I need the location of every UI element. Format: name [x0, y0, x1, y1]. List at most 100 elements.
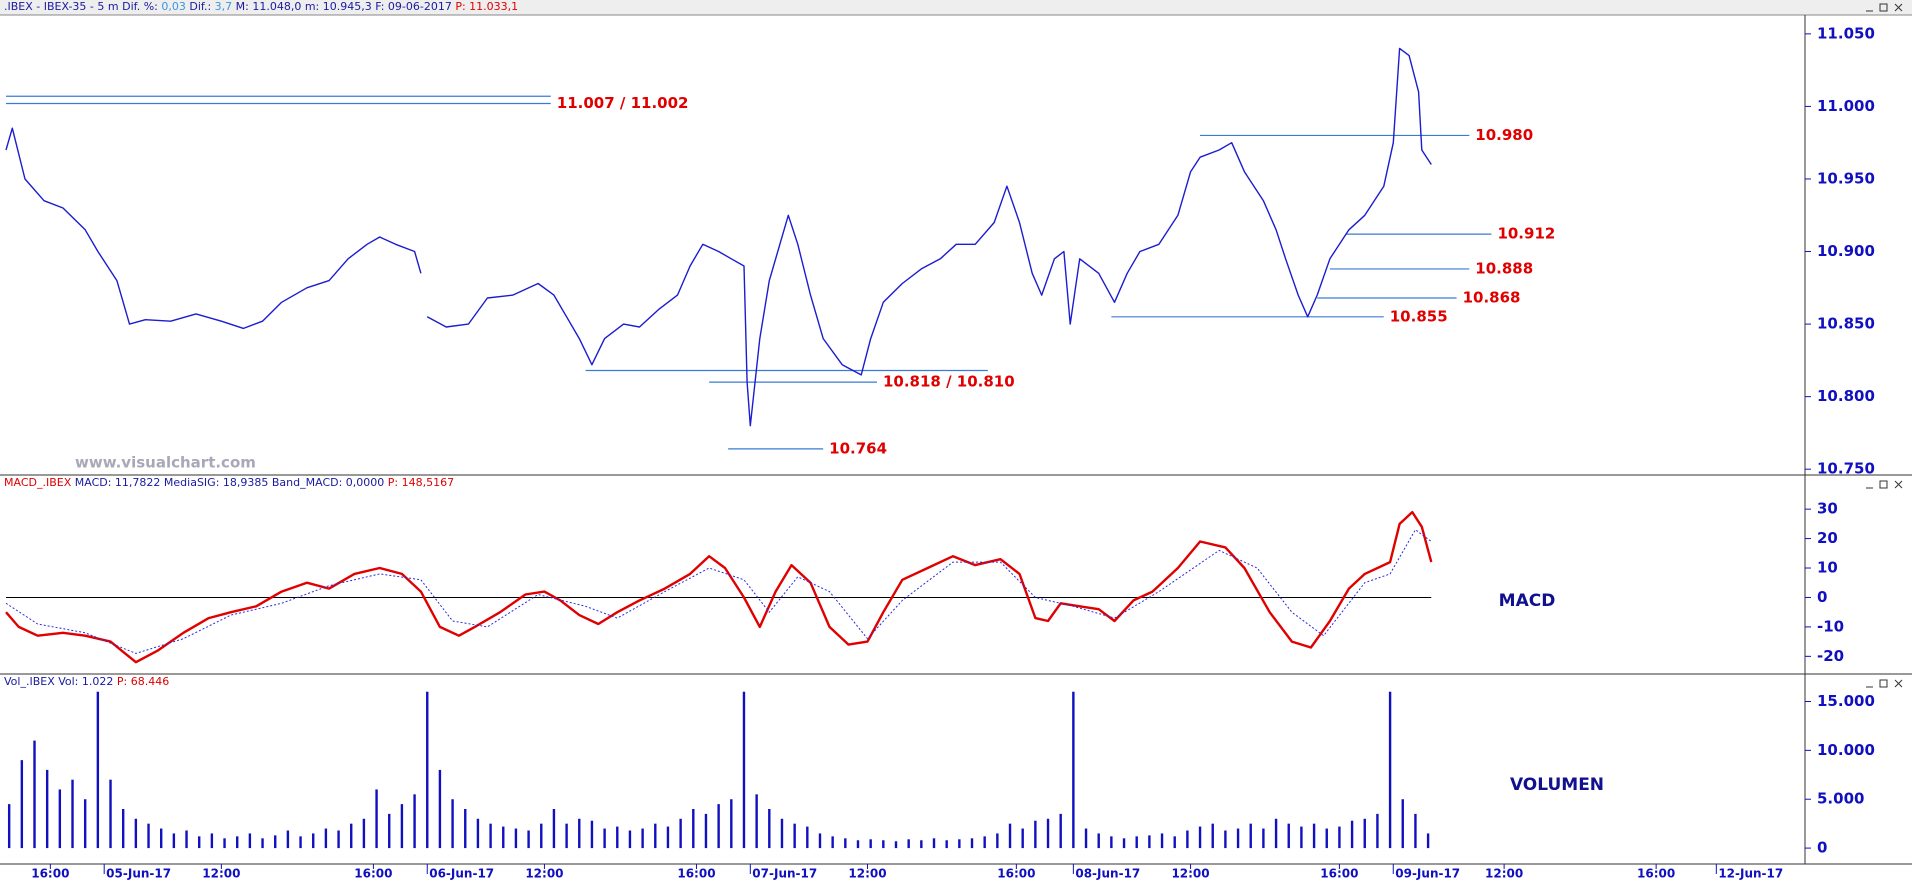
volume-bar — [1249, 823, 1252, 849]
volume-bar — [83, 799, 87, 849]
volume-bar — [920, 840, 923, 849]
volume-bar — [236, 836, 239, 849]
volume-bar — [970, 838, 974, 849]
volume-bar — [755, 794, 758, 849]
maximize[interactable] — [1879, 3, 1888, 12]
volume-bar — [818, 833, 822, 849]
indicator-line — [5, 510, 1433, 664]
volume-bar — [1236, 828, 1240, 849]
volume-bar — [438, 769, 442, 849]
maximize[interactable] — [1879, 480, 1888, 489]
volume-bar — [172, 833, 176, 849]
volume-bar — [1363, 818, 1366, 849]
volume-bar — [590, 820, 594, 849]
maximize[interactable] — [1879, 679, 1888, 688]
volume-bar — [299, 836, 302, 849]
y-tick-label: 11.050 — [1817, 24, 1875, 42]
volume-bar — [96, 691, 100, 849]
volume-bar — [210, 833, 214, 849]
volume-bar — [1198, 826, 1202, 849]
price-line — [5, 47, 1432, 427]
volume-bar — [413, 794, 416, 849]
volume-bar — [945, 840, 948, 849]
volume-bar — [312, 833, 315, 849]
x-tick-label: 08-Jun-17 — [1075, 867, 1140, 881]
window-controls[interactable] — [1866, 3, 1903, 688]
volume-header-bar — [0, 675, 1912, 689]
volume-bar — [1287, 823, 1290, 849]
close[interactable] — [1894, 3, 1903, 12]
header-segment: P: 148,5167 — [388, 476, 454, 489]
y-tick-label: -10 — [1817, 617, 1844, 635]
header-segment: .IBEX - IBEX-35 - 5 m Dif. %: — [4, 0, 161, 13]
volume-bar — [679, 818, 682, 849]
top-header-bar — [0, 0, 1912, 15]
volume-bar — [527, 830, 530, 849]
volume-bar — [1097, 833, 1100, 849]
volume-bar — [983, 836, 986, 849]
volume-bar — [7, 804, 11, 849]
volume-bar — [489, 823, 492, 849]
volume-bar — [375, 789, 378, 849]
volume-bar — [1376, 813, 1379, 849]
volume-bar — [831, 836, 834, 849]
header-segment: P: 68.446 — [117, 675, 169, 688]
volume-bar — [1034, 820, 1037, 849]
volume-bar — [121, 808, 125, 849]
close[interactable] — [1894, 480, 1903, 489]
volume-bar — [717, 804, 720, 849]
volume-bar — [1160, 833, 1164, 849]
y-tick-label: -20 — [1817, 647, 1844, 665]
volume-bar — [768, 808, 771, 849]
x-tick-label: 16:00 — [1637, 867, 1675, 881]
volume-bar — [730, 799, 733, 849]
volume-bar — [426, 691, 429, 849]
volume-bar — [185, 830, 188, 849]
volume-bar — [1148, 835, 1151, 849]
level-label: 11.007 / 11.002 — [557, 94, 689, 112]
y-tick-label: 10.950 — [1817, 169, 1875, 187]
volume-bar — [1072, 691, 1075, 849]
volume-bar — [780, 818, 784, 849]
volume-bar — [565, 823, 568, 849]
pane-label: VOLUMEN — [1510, 775, 1604, 795]
y-tick-label: 0 — [1817, 839, 1827, 857]
volume-bar — [1021, 828, 1024, 849]
volume-bar — [666, 826, 670, 849]
x-tick-label: 12:00 — [202, 867, 240, 881]
volume-bar — [261, 838, 264, 849]
volume-bar — [159, 828, 163, 849]
macd-header-bar — [0, 476, 1912, 490]
volume-bar — [704, 813, 708, 849]
level-label: 10.764 — [829, 439, 887, 457]
header-segment: 0,03 — [161, 0, 186, 13]
x-tick-label: 12:00 — [525, 867, 563, 881]
volume-bar — [1388, 691, 1392, 849]
volume-bar — [996, 833, 999, 849]
x-tick-label: 16:00 — [997, 867, 1035, 881]
level-label: 10.855 — [1390, 307, 1448, 325]
volume-bar — [578, 818, 581, 849]
pane-header: .IBEX - IBEX-35 - 5 m Dif. %: 0,03 Dif.:… — [4, 0, 518, 13]
y-tick-label: 10.900 — [1817, 242, 1875, 260]
y-tick-label: 20 — [1817, 529, 1838, 547]
x-tick-label: 16:00 — [1320, 867, 1358, 881]
level-label: 10.868 — [1463, 288, 1521, 306]
volume-bar — [33, 740, 36, 849]
level-label: 10.888 — [1475, 259, 1533, 277]
volume-bar — [1338, 826, 1341, 849]
volume-bar — [1186, 830, 1189, 849]
volume-bar — [451, 799, 454, 849]
x-tick-label: 12-Jun-17 — [1718, 867, 1783, 881]
pane-header: Vol_.IBEX Vol: 1.022 P: 68.446 — [4, 675, 169, 688]
volume-bar — [362, 818, 366, 849]
pane-header: MACD_.IBEX MACD: 11,7822 MediaSIG: 18,93… — [4, 476, 454, 489]
volume-bar — [806, 826, 809, 849]
volume-bar — [324, 828, 328, 849]
close[interactable] — [1894, 679, 1903, 688]
level-label: 10.912 — [1497, 225, 1555, 243]
volume-bar — [1110, 836, 1113, 849]
x-tick-label: 09-Jun-17 — [1395, 867, 1460, 881]
pane-label: MACD — [1499, 591, 1556, 611]
